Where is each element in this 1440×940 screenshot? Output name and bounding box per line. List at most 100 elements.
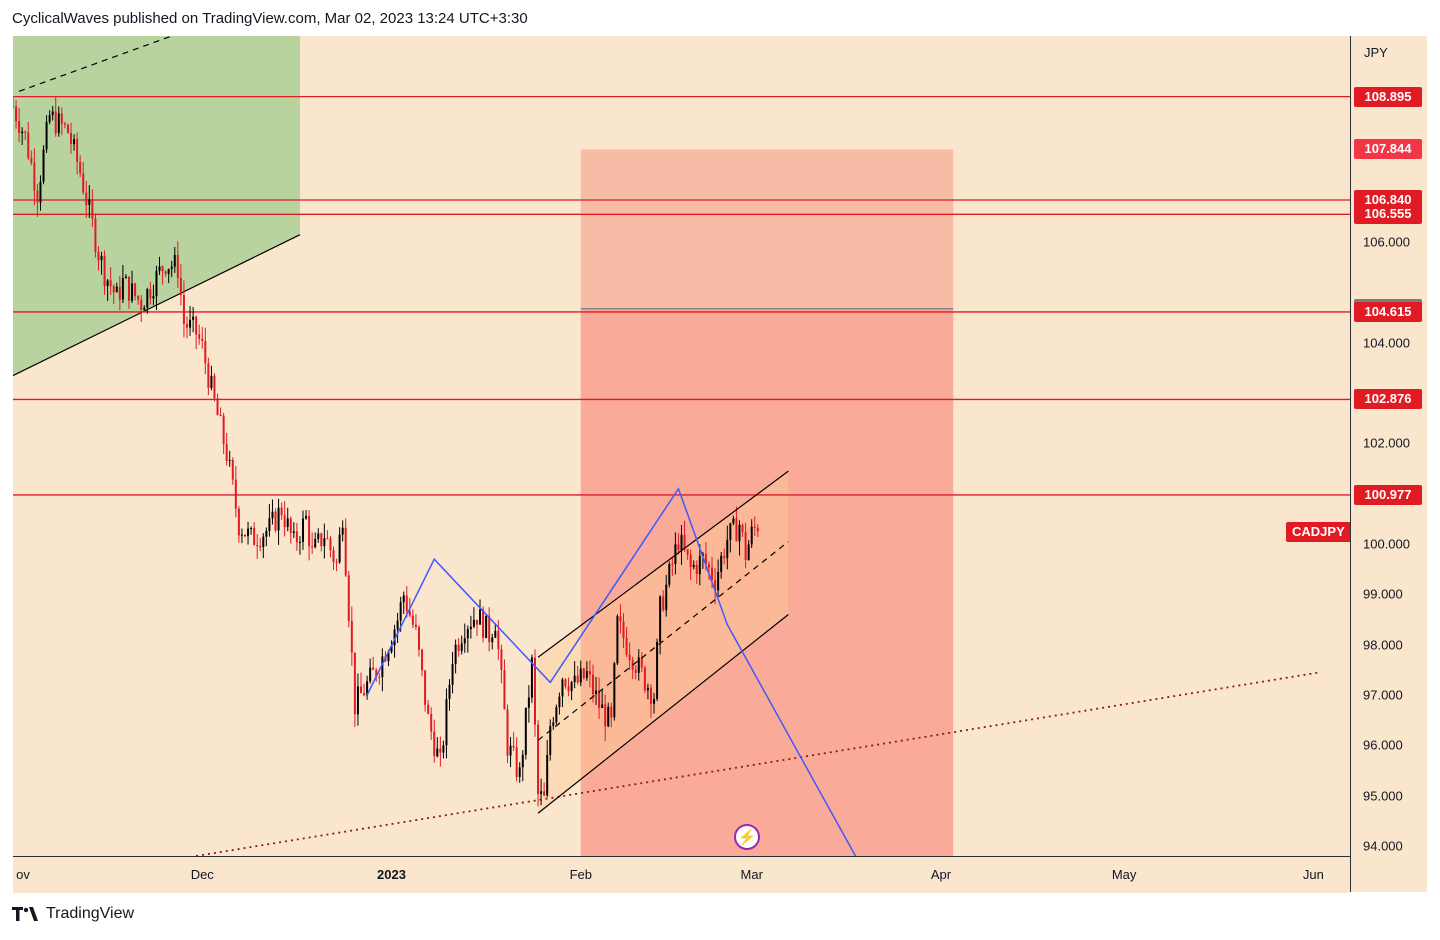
candle-body: [222, 415, 225, 445]
candle-body: [503, 670, 506, 710]
green-zone: [13, 36, 300, 376]
candle-body: [326, 538, 329, 540]
candle-body: [595, 690, 598, 695]
candle-body: [561, 679, 564, 697]
dotted-trendline: [196, 671, 1320, 856]
candle-body: [24, 131, 27, 133]
candle-body: [140, 299, 143, 311]
price-tag: 106.555: [1354, 204, 1422, 225]
candle-body: [106, 280, 109, 287]
candle-body: [115, 286, 118, 293]
candle-body: [182, 295, 185, 324]
candle-body: [243, 534, 246, 537]
candle-body: [717, 571, 720, 591]
candle-body: [13, 106, 14, 108]
lightning-bolt-icon[interactable]: ⚡: [734, 824, 760, 850]
price-tick-label: 97.000: [1363, 687, 1403, 703]
candle-body: [509, 745, 512, 756]
candle-body: [173, 254, 176, 267]
candle-body: [601, 704, 604, 708]
candle-body: [527, 697, 530, 708]
time-tick-label: Apr: [930, 867, 952, 882]
candle-body: [421, 649, 424, 671]
candle-body: [30, 157, 33, 163]
candle-body: [756, 527, 759, 532]
candle-body: [338, 534, 341, 563]
candle-body: [112, 286, 115, 293]
candle-body: [643, 667, 646, 691]
candle-body: [332, 550, 335, 562]
candle-body: [15, 106, 18, 122]
candle-body: [668, 563, 671, 585]
candle-body: [195, 316, 198, 335]
candle-body: [216, 398, 219, 416]
time-tick-label: 2023: [377, 867, 406, 882]
time-axis[interactable]: ov Dec 2023 Feb Mar Apr May Jun: [13, 856, 1350, 893]
footer-brand-text: TradingView: [46, 905, 135, 922]
candle-body: [69, 132, 72, 145]
candle-body: [393, 629, 396, 646]
candle-body: [359, 686, 362, 694]
candle-body: [329, 538, 332, 551]
candle-body: [414, 624, 417, 627]
candle-body: [57, 113, 60, 134]
time-tick-label: May: [1111, 867, 1137, 882]
candle-body: [723, 555, 726, 559]
tradingview-logo-icon: [12, 907, 38, 921]
candle-body: [573, 675, 576, 683]
footer-brand[interactable]: TradingView: [12, 905, 134, 923]
candle-body: [653, 698, 656, 704]
candle-body: [323, 538, 326, 547]
candle-body: [445, 698, 448, 746]
candle-body: [250, 527, 253, 529]
price-tick-label: 100.000: [1363, 536, 1410, 552]
candle-body: [619, 616, 622, 622]
candle-body: [585, 671, 588, 678]
price-chart[interactable]: [13, 36, 1350, 856]
candle-body: [530, 657, 533, 698]
candle-body: [454, 644, 457, 664]
candle-body: [692, 564, 695, 568]
candle-body: [170, 266, 173, 270]
time-tick-label: Mar: [740, 867, 763, 882]
candle-body: [732, 518, 735, 524]
candle-body: [198, 334, 201, 339]
candle-body: [451, 663, 454, 685]
candle-body: [436, 748, 439, 757]
candle-body: [387, 652, 390, 662]
candle-body: [512, 745, 515, 748]
candle-body: [500, 649, 503, 671]
candle-body: [616, 616, 619, 664]
price-tick-label: 95.000: [1363, 788, 1403, 804]
axis-currency-label: JPY: [1364, 45, 1388, 60]
candle-body: [558, 696, 561, 708]
candle-body: [268, 518, 271, 531]
candle-body: [555, 707, 558, 723]
candle-body: [494, 630, 497, 638]
candle-body: [405, 595, 408, 612]
price-axis[interactable]: JPY 106.000 104.000 102.000 100.000 99.000 98…: [1350, 36, 1427, 892]
candle-body: [537, 724, 540, 794]
candle-body: [42, 149, 45, 182]
candle-body: [427, 704, 430, 714]
candle-body: [662, 596, 665, 611]
candle-body: [51, 111, 54, 116]
candle-body: [66, 124, 69, 133]
price-tick-label: 102.000: [1363, 435, 1410, 451]
candle-body: [54, 111, 57, 134]
candle-body: [353, 652, 356, 715]
candle-body: [271, 511, 274, 519]
candle-body: [225, 444, 228, 461]
candle-body: [347, 575, 350, 621]
candle-body: [363, 693, 366, 696]
channel-mid-line: [537, 541, 789, 741]
candle-body: [36, 190, 39, 203]
candle-body: [143, 307, 146, 311]
chart-area[interactable]: CADJPY ⚡: [13, 36, 1350, 856]
candle-body: [637, 657, 640, 673]
candle-body: [259, 546, 262, 548]
candle-body: [207, 363, 210, 388]
candle-body: [219, 415, 222, 417]
candle-body: [533, 657, 536, 725]
candle-body: [582, 668, 585, 678]
